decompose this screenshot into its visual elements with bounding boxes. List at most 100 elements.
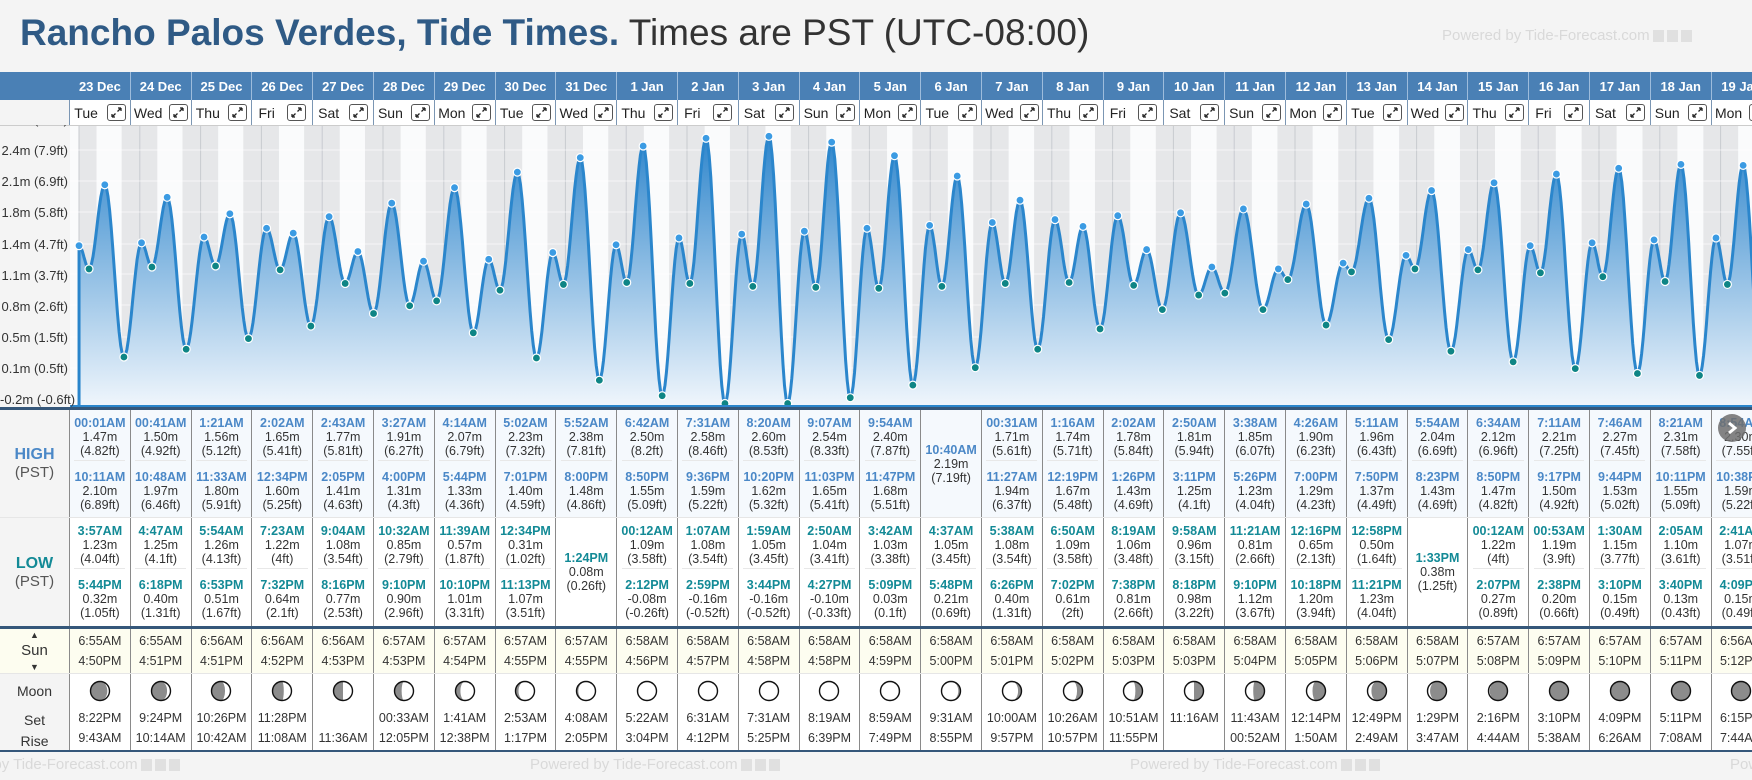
expand-day-button[interactable] [594, 104, 614, 121]
expand-day-button[interactable] [653, 104, 673, 121]
high-tide-meters: 1.53m [1602, 483, 1638, 498]
sunrise-time: 6:56AM [199, 634, 244, 648]
expand-day-button[interactable] [168, 104, 188, 121]
low-tide-feet: 2.79ft [384, 552, 424, 566]
moonset-time: 10:51AM [1108, 711, 1159, 725]
expand-day-button[interactable] [472, 104, 492, 121]
low-tide-time: 00:12AM [621, 523, 673, 538]
expand-day-button[interactable] [836, 104, 856, 121]
low-tide-marker [1129, 280, 1139, 290]
low-tide-meters: 0.77m [325, 592, 361, 607]
expand-day-button[interactable] [957, 104, 977, 121]
low-tide-feet: 1.25ft [1418, 579, 1458, 593]
expand-day-button[interactable] [1079, 104, 1099, 121]
expand-day-button[interactable] [1019, 104, 1039, 121]
high-tide-marker [1711, 233, 1721, 243]
low-tide-marker [1508, 357, 1518, 367]
sun-cell: 6:57AM 5:11PM [1651, 629, 1712, 673]
high-tide-feet: 4.59ft [506, 498, 546, 512]
weekday-label: Fri [684, 104, 701, 121]
expand-day-button[interactable] [1200, 104, 1220, 121]
high-tide-marker [1207, 262, 1217, 272]
moonset-time: 2:16PM [1476, 711, 1520, 725]
low-tide-feet: 1.02ft [506, 552, 546, 566]
expand-day-button[interactable] [106, 104, 126, 121]
expand-day-button[interactable] [1687, 104, 1707, 121]
low-tide-feet: 0.66ft [1539, 606, 1579, 620]
expand-day-button[interactable] [1138, 104, 1158, 121]
expand-day-button[interactable] [349, 104, 369, 121]
high-tide-marker [1489, 178, 1499, 188]
low-tide-marker [1064, 277, 1074, 288]
expand-day-button[interactable] [1445, 104, 1465, 121]
low-tide-feet: 3.45ft [749, 552, 789, 566]
expand-day-button[interactable] [1383, 104, 1403, 121]
expand-day-button[interactable] [1505, 104, 1524, 121]
high-tide-meters: 1.90m [1298, 429, 1334, 444]
watermark-logo [740, 759, 752, 772]
low-tide-meters: 0.61m [1055, 592, 1091, 607]
high-tide-feet: 5.12ft [202, 444, 242, 458]
expand-day-button[interactable] [410, 104, 430, 121]
expand-day-button[interactable] [774, 104, 794, 121]
high-tide-meters: 1.85m [1237, 429, 1273, 444]
expand-day-button[interactable] [287, 104, 307, 121]
high-tide-marker [1142, 244, 1152, 255]
sunrise-time: 6:58AM [1415, 634, 1460, 648]
date-header: 25 Dec [192, 72, 253, 100]
low-tide-meters: 1.06m [1116, 537, 1151, 552]
high-tide-marker [862, 223, 872, 233]
high-tide-time: 9:07AM [807, 415, 852, 430]
low-tide-marker [1570, 364, 1580, 374]
weekday-cell: Wed [1408, 100, 1469, 125]
expand-day-button[interactable] [1563, 104, 1583, 121]
high-tide-marker [100, 180, 110, 190]
high-tide-feet: 4.92ft [141, 444, 181, 458]
moon-cell: 8:59AM 7:49PM [860, 674, 922, 750]
scroll-next-button[interactable] [1718, 414, 1746, 442]
y-axis-tick-label: 0.5m (1.5ft) [1, 329, 68, 345]
low-tide-time: 5:54AM [199, 523, 244, 538]
high-tide-marker [1364, 193, 1374, 203]
low-tide-feet: 3.54ft [323, 552, 363, 566]
expand-day-button[interactable] [1323, 104, 1343, 121]
moon-cell: 4:08AM 2:05PM [556, 674, 618, 750]
moon-cell: 11:28PM 11:08AM [252, 674, 314, 750]
expand-day-button[interactable] [897, 104, 917, 121]
sunrise-time: 6:57AM [1537, 634, 1581, 648]
low-tide-time: 5:09PM [868, 578, 913, 593]
expand-day-button[interactable] [1262, 104, 1282, 121]
high-tide-marker [261, 223, 272, 233]
low-tide-feet: 2.66ft [1235, 552, 1275, 566]
high-tide-time: 2:05PM [321, 469, 365, 484]
moonrise-time: 00:52AM [1230, 731, 1281, 745]
sunrise-time: 6:57AM [443, 634, 487, 648]
expand-day-button[interactable] [1749, 104, 1752, 121]
low-tide-marker [1535, 268, 1546, 278]
expand-day-button[interactable] [1625, 104, 1645, 121]
low-tide-entry: 2:59PM-0.16m-0.52ft [686, 576, 730, 622]
low-tide-time: 6:53PM [199, 578, 244, 593]
weekday-label: Sun [377, 104, 403, 121]
expand-day-button[interactable] [228, 104, 248, 121]
low-tide-feet: 4ft [1487, 552, 1509, 566]
moonrise-time: 5:25PM [747, 731, 791, 745]
high-tide-time: 10:11PM [1655, 469, 1706, 484]
moon-cell: 8:22PM 9:43AM [70, 674, 131, 750]
high-tide-feet: 6.46ft [141, 498, 181, 512]
expand-day-button[interactable] [532, 104, 552, 121]
low-tide-meters: 1.20m [1298, 592, 1334, 607]
expand-day-button[interactable] [712, 104, 732, 121]
